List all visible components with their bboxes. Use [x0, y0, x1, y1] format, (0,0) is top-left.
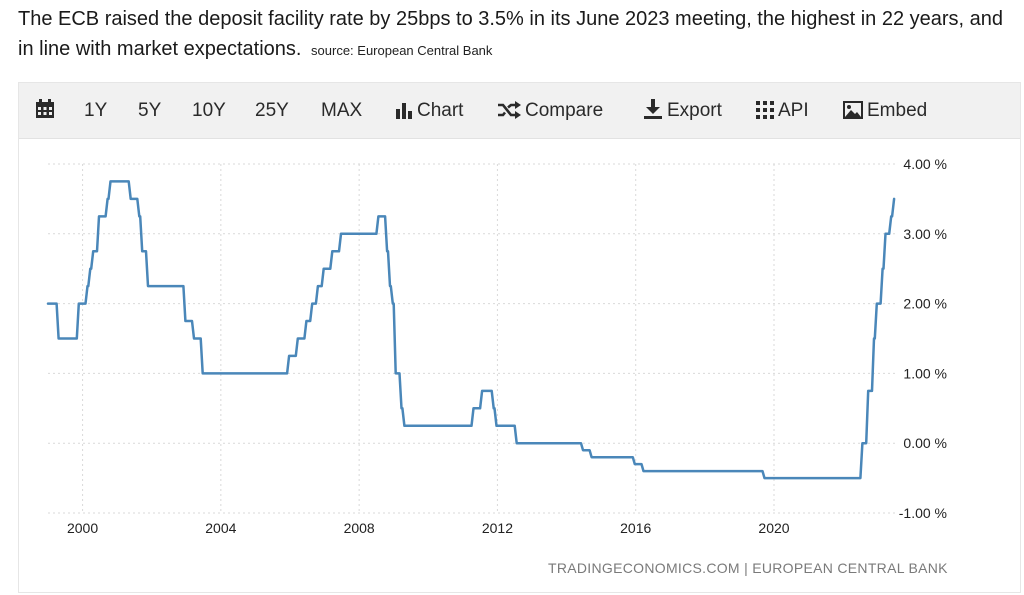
- chart-toolbar: 1Y 5Y 10Y 25Y MAX Chart Compare Export: [19, 83, 1020, 139]
- y-tick-label: 1.00 %: [903, 365, 947, 381]
- embed-button-label: Embed: [867, 100, 928, 121]
- y-tick-label: 2.00 %: [903, 296, 947, 312]
- compare-button[interactable]: Compare: [497, 83, 603, 139]
- series-line: [46, 180, 896, 480]
- calendar-icon[interactable]: [35, 83, 59, 139]
- api-button[interactable]: API: [756, 83, 809, 139]
- range-5y-button[interactable]: 5Y: [138, 100, 162, 121]
- chart-headline: The ECB raised the deposit facility rate…: [18, 4, 1018, 66]
- download-icon: [644, 99, 662, 119]
- image-icon: [843, 101, 863, 119]
- chart-button[interactable]: Chart: [395, 83, 463, 139]
- x-tick-label: 2000: [67, 520, 98, 536]
- range-max-button[interactable]: MAX: [321, 100, 363, 121]
- shuffle-icon: [498, 101, 521, 119]
- range-10y-button[interactable]: 10Y: [192, 100, 226, 121]
- range-25y-button[interactable]: 25Y: [255, 100, 289, 121]
- y-tick-label: 4.00 %: [903, 156, 947, 172]
- y-tick-label: -1.00 %: [899, 505, 947, 521]
- chart-panel: [18, 82, 1021, 593]
- headline-source: source: European Central Bank: [311, 43, 493, 58]
- export-button-label: Export: [667, 100, 722, 121]
- chart-credit: TRADINGECONOMICS.COM | EUROPEAN CENTRAL …: [548, 560, 948, 576]
- api-button-label: API: [778, 100, 809, 121]
- x-tick-label: 2016: [620, 520, 651, 536]
- x-tick-label: 2012: [482, 520, 513, 536]
- x-tick-label: 2008: [344, 520, 375, 536]
- x-tick-label: 2020: [758, 520, 789, 536]
- y-tick-label: 0.00 %: [903, 435, 947, 451]
- bar-chart-icon: [396, 103, 412, 119]
- x-tick-label: 2004: [205, 520, 236, 536]
- headline-text: The ECB raised the deposit facility rate…: [18, 8, 1004, 60]
- compare-button-label: Compare: [525, 100, 604, 121]
- grid-icon: [756, 101, 774, 119]
- embed-button[interactable]: Embed: [843, 83, 927, 139]
- range-1y-button[interactable]: 1Y: [84, 100, 108, 121]
- export-button[interactable]: Export: [643, 83, 722, 139]
- y-tick-label: 3.00 %: [903, 226, 947, 242]
- chart-button-label: Chart: [417, 100, 464, 121]
